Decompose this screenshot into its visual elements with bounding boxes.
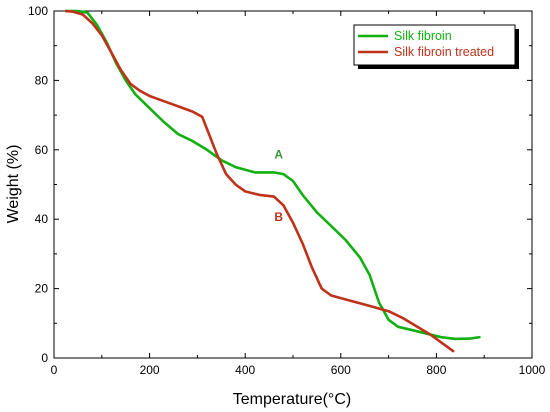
annotation-b: B	[274, 210, 283, 224]
series-line-silk-fibroin-treated	[64, 9, 455, 353]
annotation-a: A	[274, 147, 283, 161]
legend-label-silk-fibroin-treated: Silk fibroin treated	[394, 45, 494, 59]
x-axis-title: Temperature(°C)	[233, 391, 351, 408]
x-tick-label-800: 800	[426, 363, 446, 377]
y-tick-label-40: 40	[35, 212, 49, 226]
legend-box	[353, 24, 516, 66]
chart-marks: 0 200 400 600 800 1000 0 20 40 60 80 100 A B	[28, 4, 546, 377]
x-tick-label-200: 200	[140, 363, 160, 377]
y-tick-label-80: 80	[35, 73, 49, 87]
y-tick-label-0: 0	[41, 351, 48, 365]
x-tick-label-1000: 1000	[519, 363, 546, 377]
y-tick-label-20: 20	[35, 282, 49, 296]
legend: Silk fibroin Silk fibroin treated	[353, 24, 519, 69]
x-tick-label-600: 600	[331, 363, 351, 377]
x-tick-label-0: 0	[51, 363, 58, 377]
y-axis-title: Weight (%)	[5, 145, 22, 224]
y-tick-label-60: 60	[35, 143, 49, 157]
legend-label-silk-fibroin: Silk fibroin	[394, 29, 452, 43]
x-tick-label-400: 400	[235, 363, 255, 377]
y-tick-label-100: 100	[28, 4, 48, 18]
